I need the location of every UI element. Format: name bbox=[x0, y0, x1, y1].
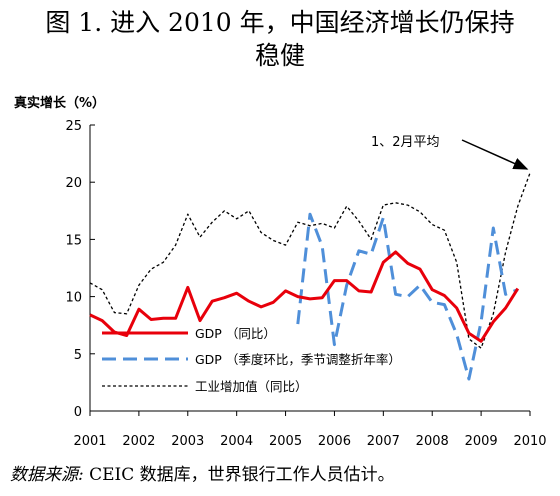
x-tick-label: 2009 bbox=[465, 434, 498, 449]
source-note: 数据来源: CEIC 数据库，世界银行工作人员估计。 bbox=[10, 460, 395, 485]
annotation-label: 1、2月平均 bbox=[371, 135, 440, 150]
annotation-arrow bbox=[461, 139, 529, 170]
y-tick-label: 20 bbox=[65, 176, 82, 191]
x-tick-label: 2001 bbox=[73, 434, 106, 449]
y-tick-label: 10 bbox=[65, 291, 82, 306]
title-line-2: 稳健 bbox=[254, 41, 305, 70]
series-layer bbox=[89, 172, 531, 381]
chart-axes: 0 5 10 15 20 25 2001 2002 2003 2004 2005 2006 2007 20… bbox=[65, 119, 546, 449]
title-line-1: 图 1. 进入 2010 年，中国经济增长仍保持 bbox=[45, 8, 515, 37]
y-tick-label: 5 bbox=[74, 348, 82, 363]
legend-label-0: GDP （同比） bbox=[195, 326, 276, 341]
y-tick-label: 0 bbox=[74, 405, 82, 420]
series-line-0 bbox=[89, 250, 520, 343]
x-tick-label: 2010 bbox=[513, 434, 546, 449]
x-tick-label: 2005 bbox=[269, 434, 302, 449]
chart-annotation: 1、2月平均 bbox=[371, 135, 529, 170]
x-tick-label: 2004 bbox=[220, 434, 253, 449]
source-text: CEIC 数据库，世界银行工作人员估计。 bbox=[83, 465, 395, 485]
y-tick-label: 15 bbox=[65, 233, 82, 248]
series-line-1 bbox=[296, 212, 519, 381]
legend-label-2: 工业增加值（同比） bbox=[195, 379, 308, 394]
x-tick-label: 2007 bbox=[367, 434, 400, 449]
chart-legend: GDP （同比） GDP （季度环比，季节调整折年率） 工业增加值（同比） bbox=[102, 326, 401, 394]
x-tick-label: 2008 bbox=[416, 434, 449, 449]
series-line-2 bbox=[89, 172, 531, 349]
x-tick-label: 2003 bbox=[171, 434, 204, 449]
y-tick-label: 25 bbox=[65, 119, 82, 134]
legend-label-1: GDP （季度环比，季节调整折年率） bbox=[195, 352, 401, 367]
x-tick-label: 2002 bbox=[122, 434, 155, 449]
x-tick-label: 2006 bbox=[318, 434, 351, 449]
y-axis-label: 真实增长（%） bbox=[14, 96, 106, 111]
chart-title: 图 1. 进入 2010 年，中国经济增长仍保持 稳健 bbox=[0, 6, 560, 72]
source-label: 数据来源: bbox=[10, 465, 84, 485]
